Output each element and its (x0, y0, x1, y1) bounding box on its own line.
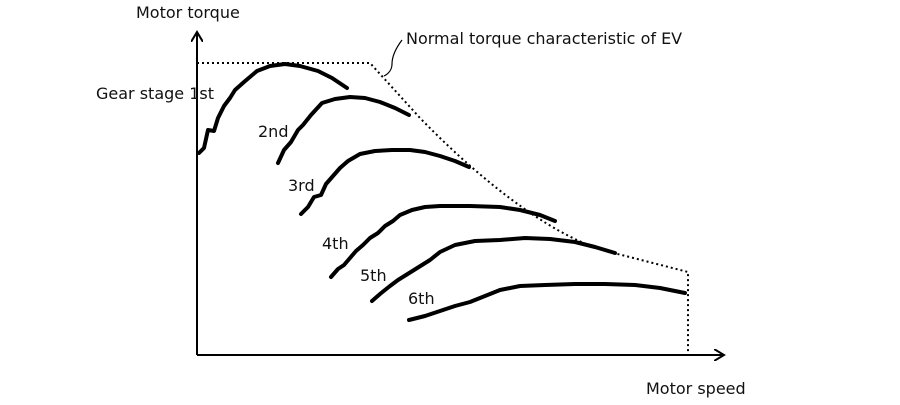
gear-curve-5th (370, 236, 617, 303)
gear-label-1st: Gear stage 1st (96, 84, 214, 103)
gear-curve-1st (197, 62, 349, 155)
gear-curve-2nd (276, 95, 411, 165)
gear-label-6th: 6th (408, 289, 435, 308)
gear-curve-4th (329, 204, 557, 279)
normal-torque-annotation: Normal torque characteristic of EV (406, 29, 682, 48)
gear-curve-3rd (299, 148, 471, 216)
gear-label-2nd: 2nd (258, 122, 288, 141)
annotation-leader (383, 39, 403, 77)
gear-label-5th: 5th (360, 266, 387, 285)
x-axis-label: Motor speed (646, 379, 746, 398)
y-axis-label: Motor torque (136, 3, 240, 22)
gear-label-4th: 4th (322, 234, 349, 253)
gear-curve-6th (407, 282, 687, 322)
gear-label-3rd: 3rd (288, 176, 315, 195)
